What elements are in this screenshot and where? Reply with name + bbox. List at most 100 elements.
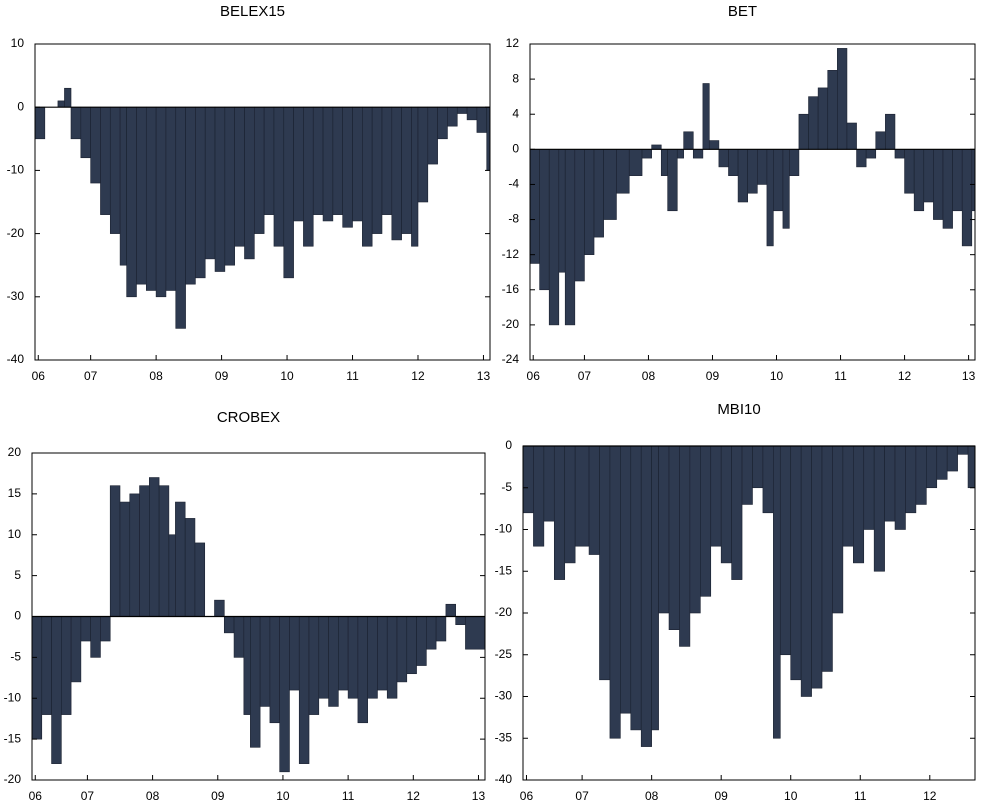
plot-frame [529, 43, 976, 361]
y-tick-label: -20 [7, 226, 25, 240]
area-segment [184, 518, 196, 617]
area-segment [773, 445, 781, 739]
x-tick-label: 12 [407, 789, 421, 803]
area-segment [64, 87, 72, 108]
y-tick-label: -5 [10, 650, 21, 664]
area-segment [865, 149, 877, 159]
area-segment [522, 445, 534, 514]
plot-frame [34, 43, 491, 361]
area-segment [100, 106, 111, 215]
area-segment [782, 149, 790, 229]
area-segment [155, 106, 167, 298]
x-tick-label: 11 [342, 789, 355, 803]
area-segment [136, 106, 147, 285]
area-segment [466, 106, 478, 121]
area-segment [476, 106, 488, 133]
area-segment [667, 149, 678, 212]
area-segment [574, 149, 585, 282]
area-segment [332, 106, 343, 215]
area-segment [728, 149, 739, 176]
chart-title: BET [728, 3, 757, 20]
area-segment [357, 616, 368, 724]
area-segment [303, 106, 314, 247]
area-segment [821, 445, 833, 672]
area-segment [70, 616, 82, 683]
area-segment [57, 100, 65, 108]
area-segment [391, 106, 402, 241]
x-tick-label: 09 [706, 369, 720, 383]
x-tick-label: 10 [784, 789, 798, 803]
y-tick-label: 4 [512, 106, 519, 120]
area-segment [718, 149, 729, 168]
area-segment [936, 445, 948, 480]
area-segment [710, 445, 722, 547]
panel: CROBEX -20 -15 -10 -5 0 5 10 15 20 06 07 08 09 10 11 12 1… [4, 409, 486, 803]
area-segment [456, 106, 468, 114]
area-segment [289, 616, 300, 691]
x-tick-label: 09 [215, 369, 229, 383]
area-segment [352, 106, 363, 222]
area-segment [447, 106, 458, 127]
y-tick-label: -5 [501, 480, 512, 494]
area-segment [737, 149, 748, 203]
area-segment [856, 149, 867, 168]
area-segment [100, 616, 111, 642]
x-tick-label: 07 [578, 369, 592, 383]
y-tick-label: 15 [8, 486, 22, 500]
area-segment [915, 445, 927, 505]
y-tick-label: -25 [495, 647, 513, 661]
area-segment [139, 485, 150, 617]
area-segment [293, 106, 304, 222]
x-tick-label: 07 [81, 789, 95, 803]
area-segment [445, 603, 456, 617]
y-tick-label: 20 [8, 445, 22, 459]
panel: BELEX15 -40 -30 -20 -10 0 10 06 07 08 09 10 11 12 13 [7, 3, 491, 383]
area-segment [913, 149, 925, 212]
area-segment [109, 106, 121, 234]
area-segment [158, 485, 170, 617]
area-segment [773, 149, 784, 212]
area-segment [195, 106, 206, 279]
area-segment [416, 616, 427, 666]
area-segment [328, 616, 339, 707]
area-segment [702, 83, 710, 150]
y-tick-label: 0 [17, 99, 24, 113]
area-segment [90, 106, 101, 184]
area-segment [584, 149, 595, 255]
area-segment [283, 106, 294, 279]
x-tick-label: 09 [211, 789, 225, 803]
area-segment [884, 445, 896, 522]
area-segment [616, 149, 630, 194]
area-segment [149, 477, 160, 617]
area-segment [798, 113, 809, 150]
area-segment [620, 445, 632, 714]
area-segment [692, 149, 704, 159]
area-segment [790, 445, 802, 681]
area-segment [362, 106, 373, 247]
area-segment [700, 445, 712, 597]
area-segment [318, 616, 329, 699]
area-segment [194, 542, 206, 617]
area-segment [70, 106, 82, 140]
area-segment [543, 445, 555, 522]
area-segment [752, 445, 764, 489]
area-segment [126, 106, 137, 298]
area-segment [683, 131, 694, 150]
x-tick-label: 10 [770, 369, 784, 383]
area-segment [651, 144, 662, 150]
area-segment [411, 106, 419, 247]
x-tick-label: 10 [276, 789, 290, 803]
y-tick-label: -16 [502, 282, 520, 296]
area-segment [406, 616, 417, 675]
y-tick-label: -10 [4, 690, 22, 704]
area-segment [651, 445, 659, 731]
x-tick-label: 13 [472, 789, 486, 803]
area-segment [437, 106, 448, 140]
area-segment [145, 106, 157, 291]
area-segment [863, 445, 875, 530]
area-segment [312, 106, 324, 215]
y-tick-label: -40 [7, 352, 25, 366]
area-segment [660, 149, 668, 176]
area-segment [80, 616, 91, 642]
